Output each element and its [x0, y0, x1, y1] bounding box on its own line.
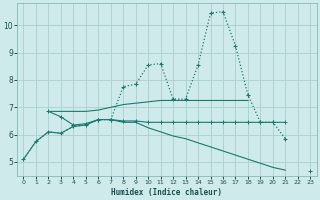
X-axis label: Humidex (Indice chaleur): Humidex (Indice chaleur): [111, 188, 222, 197]
